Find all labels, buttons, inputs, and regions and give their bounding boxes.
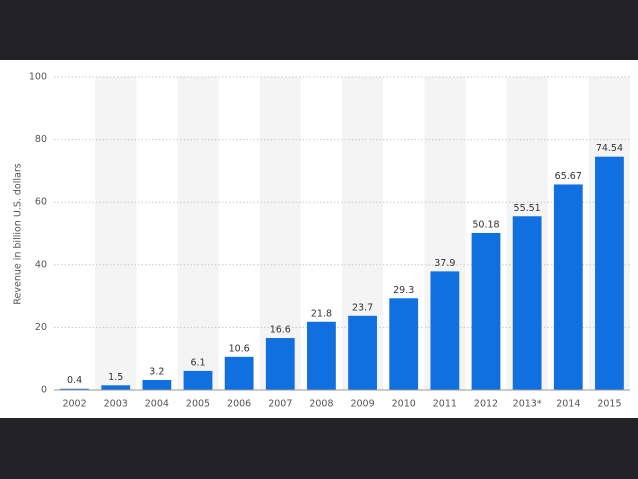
x-tick-label: 2008 (309, 399, 333, 410)
x-tick-label: 2006 (227, 399, 251, 410)
bar (512, 216, 542, 390)
x-tick-label: 2007 (268, 399, 292, 410)
x-tick-label: 2012 (474, 399, 498, 410)
top-bar (0, 0, 638, 60)
x-tick-label: 2010 (392, 399, 416, 410)
y-tick-label: 80 (35, 134, 47, 145)
bar (183, 370, 213, 390)
bar (389, 298, 419, 390)
y-axis-label: Revenue in billion U.S. dollars (13, 163, 24, 304)
bar (224, 356, 254, 390)
bar (101, 385, 131, 390)
y-tick-label: 40 (35, 259, 47, 270)
column-band (177, 77, 219, 390)
bar (348, 315, 377, 390)
value-label: 16.6 (270, 325, 291, 336)
value-label: 6.1 (190, 357, 205, 368)
x-tick-label: 2004 (145, 399, 169, 410)
bar (430, 271, 460, 390)
bar (142, 379, 172, 390)
x-tick-label: 2015 (597, 399, 621, 410)
y-tick-label: 100 (29, 72, 47, 83)
bar (265, 338, 295, 390)
value-label: 50.18 (472, 219, 499, 230)
bottom-bar (0, 418, 638, 479)
value-label: 74.54 (596, 143, 623, 154)
y-tick-label: 0 (41, 385, 47, 396)
bar (595, 156, 624, 390)
value-label: 23.7 (352, 302, 373, 313)
value-label: 3.2 (149, 366, 164, 377)
x-tick-label: 2014 (556, 399, 580, 410)
y-tick-label: 60 (35, 197, 47, 208)
bar (307, 321, 336, 390)
column-band (259, 77, 301, 390)
value-label: 21.8 (311, 308, 332, 319)
x-tick-label: 2009 (350, 399, 374, 410)
y-tick-label: 20 (35, 322, 47, 333)
value-label: 55.51 (514, 203, 541, 214)
bar (60, 388, 89, 390)
x-tick-label: 2005 (186, 399, 210, 410)
value-label: 65.67 (555, 171, 582, 182)
value-label: 29.3 (393, 285, 414, 296)
value-label: 37.9 (434, 258, 455, 269)
x-tick-label: 2003 (104, 399, 128, 410)
value-label: 1.5 (108, 372, 123, 383)
value-label: 10.6 (229, 343, 250, 354)
x-tick-label: 2011 (433, 399, 457, 410)
x-tick-label: 2013* (513, 399, 542, 410)
column-band (95, 77, 137, 390)
value-label: 0.4 (67, 375, 82, 386)
bar (471, 232, 501, 390)
x-tick-label: 2002 (62, 399, 86, 410)
bar (553, 184, 583, 390)
